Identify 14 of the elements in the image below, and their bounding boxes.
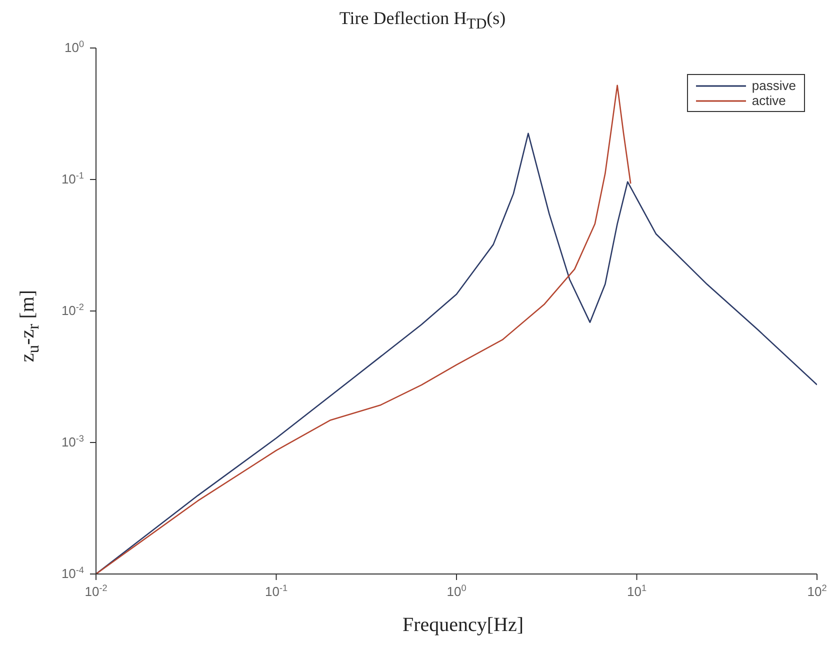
y-tick-label: 10$^{-4}$ bbox=[61, 565, 84, 581]
legend-label: passive bbox=[752, 78, 796, 93]
x-axis-title: Frequency[Hz] bbox=[402, 614, 524, 637]
x-tick-label: 10$^{-1}$ bbox=[264, 583, 288, 599]
x-tick-label: 10$^{1}$ bbox=[626, 583, 647, 599]
x-tick-label: 10$^{2}$ bbox=[807, 583, 827, 599]
chart-title: Tire Deflection H$_{TD}$(s) bbox=[338, 8, 507, 34]
x-tick-label: 10$^{-2}$ bbox=[84, 583, 108, 599]
x-tick-label: 10$^{0}$ bbox=[446, 583, 466, 599]
legend-label: active bbox=[752, 93, 786, 108]
y-tick-label: 10$^{-2}$ bbox=[61, 302, 84, 318]
y-tick-label: 10$^{0}$ bbox=[64, 39, 84, 55]
y-tick-label: 10$^{-1}$ bbox=[61, 170, 84, 186]
y-tick-label: 10$^{-3}$ bbox=[61, 434, 84, 450]
